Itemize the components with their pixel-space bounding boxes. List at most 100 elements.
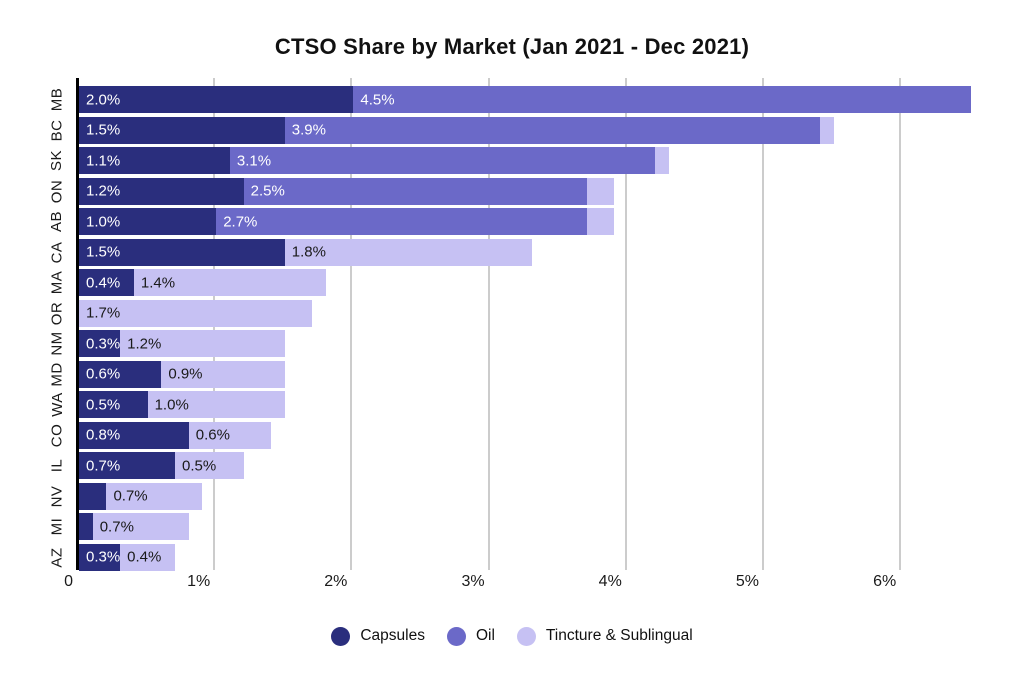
bar-value-label: 1.5% [86, 243, 121, 261]
category-label-text: MB [48, 87, 66, 112]
bar-value-label: 2.7% [223, 213, 258, 230]
bar-segment-oil: 3.1% [229, 147, 656, 174]
bar-segment-capsules: 1.5% [79, 238, 285, 266]
bar-row: 2.0% 4.5% [79, 86, 1024, 113]
bar-row: 1.1% 3.1% [79, 147, 1024, 174]
bar-segment-capsules: 0.3% [79, 330, 120, 357]
category-label-text: BC [48, 119, 66, 141]
bar-value-label: 4.5% [360, 91, 395, 108]
bar-value-label: 1.2% [86, 182, 121, 200]
bar-row: 1.5% 1.8% [79, 238, 1024, 266]
category-label-text: MA [48, 270, 66, 295]
category-label: NM [44, 330, 70, 357]
category-label-text: IL [48, 458, 66, 473]
bar-value-label: 1.7% [86, 304, 121, 322]
category-label: MA [44, 269, 70, 296]
legend-swatch-capsules [331, 626, 351, 646]
bar-segment-tincture-sublingual: 0.5% [175, 452, 244, 479]
x-gridline [899, 78, 902, 570]
bar-segment-oil: 4.5% [353, 86, 971, 113]
bar-segment-capsules [79, 482, 107, 510]
legend-swatch-tincture-sublingual [516, 626, 536, 646]
x-tick-label: 3% [461, 573, 485, 590]
bar-segment-capsules: 0.5% [79, 391, 148, 418]
bar-row: 1.2% 2.5% [79, 177, 1024, 205]
category-label-text: NV [48, 485, 66, 507]
x-gridline [350, 78, 353, 570]
bar-row: 0.4% 1.4% [79, 269, 1024, 296]
bar-row: 0.7% [79, 513, 1024, 540]
category-label-text: AB [48, 210, 66, 233]
category-label: MI [44, 513, 70, 540]
y-axis-line [76, 78, 79, 570]
bar-row: 0.3% 0.4% [79, 543, 1024, 571]
x-gridline [487, 78, 490, 570]
bar-segment-tincture-sublingual: 1.7% [79, 299, 313, 327]
bar-value-label: 0.8% [86, 426, 121, 444]
category-label-text: WA [48, 392, 66, 417]
bar-segment-tincture-sublingual: 0.7% [106, 482, 203, 510]
x-gridline [762, 78, 764, 570]
bar-segment-capsules: 0.3% [79, 543, 120, 571]
bar-segment-tincture-sublingual [655, 147, 669, 174]
bar-value-label: 0.5% [86, 396, 121, 413]
category-label: CO [44, 422, 70, 449]
category-label: AB [44, 208, 70, 235]
category-label-text: SK [48, 149, 66, 172]
bar-segment-capsules [79, 513, 93, 540]
bar-segment-capsules: 1.2% [79, 177, 244, 205]
bar-segment-tincture-sublingual: 1.4% [133, 269, 326, 296]
bar-value-label: 0.4% [127, 548, 162, 566]
bar-segment-capsules: 0.4% [79, 269, 134, 296]
category-label-text: OR [48, 301, 66, 325]
category-label: NV [44, 483, 70, 510]
bar-value-label: 0.4% [86, 274, 121, 291]
category-label: MD [44, 361, 70, 388]
bar-row: 0.5% 1.0% [79, 391, 1024, 418]
bar-value-label: 3.9% [291, 121, 326, 139]
bar-segment-tincture-sublingual: 1.8% [284, 238, 532, 266]
bar-segment-oil: 3.9% [284, 116, 820, 144]
category-label-text: ON [48, 179, 66, 203]
bar-value-label: 0.3% [86, 335, 121, 352]
bar-segment-capsules: 0.7% [79, 452, 176, 479]
legend: Capsules Oil Tincture & Sublingual [0, 622, 1024, 650]
category-label: OR [44, 300, 70, 327]
legend-label: Capsules [360, 627, 425, 644]
category-label-text: CA [48, 241, 66, 263]
bar-value-label: 0.9% [168, 365, 203, 383]
bar-segment-capsules: 1.1% [79, 147, 230, 174]
bar-row: 0.7% [79, 482, 1024, 510]
category-label-text: MD [48, 361, 66, 387]
bar-segment-capsules: 0.6% [79, 360, 162, 388]
bar-value-label: 0.7% [86, 457, 121, 474]
bar-value-label: 1.0% [86, 213, 121, 230]
chart-title: CTSO Share by Market (Jan 2021 - Dec 202… [274, 34, 750, 59]
bar-value-label: 1.1% [86, 152, 121, 169]
bar-value-label: 0.6% [195, 426, 230, 444]
bar-segment-tincture-sublingual [586, 177, 615, 205]
category-label: WA [44, 391, 70, 418]
category-label: BC [44, 117, 70, 144]
bar-segment-tincture-sublingual: 1.0% [147, 391, 285, 418]
bar-value-label: 0.7% [113, 487, 148, 505]
bar-segment-tincture-sublingual: 1.2% [120, 330, 285, 357]
legend-item: Tincture & Sublingual [516, 626, 693, 646]
category-label: SK [44, 147, 70, 174]
category-label: ON [44, 178, 70, 205]
bar-row: 1.5% 3.9% [79, 116, 1024, 144]
legend-item: Oil [446, 626, 495, 646]
category-label: CA [44, 239, 70, 266]
bar-segment-oil: 2.5% [243, 177, 587, 205]
x-tick-label: 5% [735, 573, 759, 590]
bar-segment-capsules: 0.8% [79, 421, 189, 449]
x-tick-label: 0 [64, 573, 73, 590]
bar-row: 0.8% 0.6% [79, 421, 1024, 449]
bar-value-label: 1.4% [140, 274, 176, 291]
bar-segment-capsules: 2.0% [79, 86, 354, 113]
bar-segment-tincture-sublingual: 0.7% [92, 513, 189, 540]
bar-value-label: 0.6% [86, 365, 121, 383]
bar-segment-capsules: 1.0% [79, 208, 217, 235]
bar-value-label: 0.5% [182, 457, 217, 474]
bar-row: 1.0% 2.7% [79, 208, 1024, 235]
